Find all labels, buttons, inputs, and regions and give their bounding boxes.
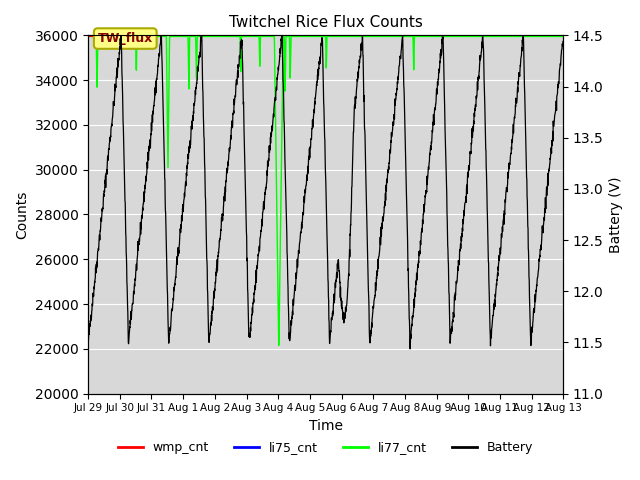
Text: TW_flux: TW_flux bbox=[98, 32, 153, 45]
Y-axis label: Counts: Counts bbox=[15, 190, 29, 239]
Title: Twitchel Rice Flux Counts: Twitchel Rice Flux Counts bbox=[228, 15, 422, 30]
Y-axis label: Battery (V): Battery (V) bbox=[609, 176, 623, 252]
X-axis label: Time: Time bbox=[308, 419, 342, 433]
Legend: wmp_cnt, li75_cnt, li77_cnt, Battery: wmp_cnt, li75_cnt, li77_cnt, Battery bbox=[113, 436, 538, 459]
